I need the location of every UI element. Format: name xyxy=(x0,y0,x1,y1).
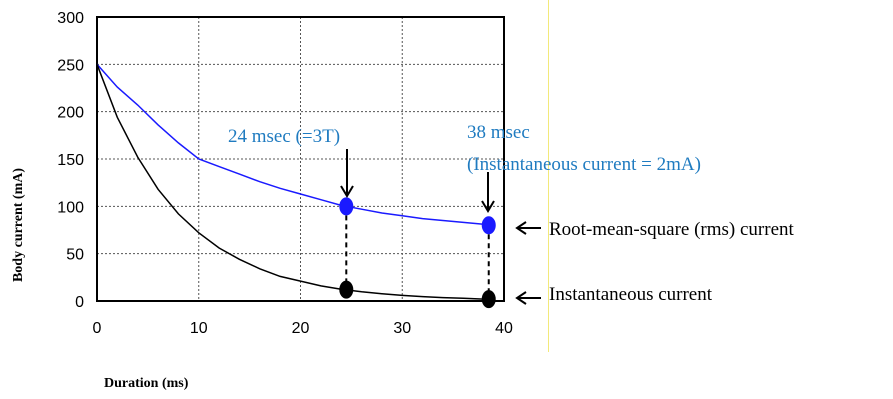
arrow-38msec-head xyxy=(481,200,495,213)
x-axis-title: Duration (ms) xyxy=(104,376,189,391)
annotation-24msec: 24 msec (=3T) xyxy=(228,126,340,147)
y-tick-label: 150 xyxy=(57,152,84,169)
y-tick-label: 100 xyxy=(57,199,84,216)
y-tick-label: 50 xyxy=(66,247,84,264)
series-line-instantaneous xyxy=(96,64,484,300)
data-markers xyxy=(339,197,496,309)
annotation-38msec-detail: (Instantaneous current = 2mA) xyxy=(467,154,701,175)
x-tick-labels: 0 10 20 30 40 xyxy=(93,320,513,337)
x-tick-label: 10 xyxy=(190,320,208,337)
arrow-instantaneous-head xyxy=(515,291,527,305)
drop-lines xyxy=(345,206,490,300)
arrow-24msec-head xyxy=(340,185,354,198)
data-marker xyxy=(339,197,354,216)
y-tick-label: 300 xyxy=(57,10,84,27)
data-marker xyxy=(339,280,354,299)
y-tick-labels: 0 50 100 150 200 250 300 xyxy=(57,10,84,311)
data-marker xyxy=(481,216,496,235)
x-tick-label: 40 xyxy=(495,320,513,337)
x-tick-label: 0 xyxy=(93,320,102,337)
y-tick-label: 0 xyxy=(75,294,84,311)
series-lines xyxy=(96,63,484,300)
label-instantaneous-current: Instantaneous current xyxy=(549,284,713,305)
arrow-rms-head xyxy=(515,221,527,235)
grid xyxy=(97,17,504,301)
label-rms-current: Root-mean-square (rms) current xyxy=(549,219,795,240)
series-line-rms xyxy=(96,63,484,226)
data-marker xyxy=(481,290,496,309)
y-axis-title: Body current (mA) xyxy=(11,168,26,282)
plot-frame xyxy=(96,16,505,302)
y-tick-label: 200 xyxy=(57,105,84,122)
x-tick-label: 20 xyxy=(292,320,310,337)
annotation-38msec: 38 msec xyxy=(467,122,530,143)
x-tick-label: 30 xyxy=(393,320,411,337)
y-tick-label: 250 xyxy=(57,57,84,74)
